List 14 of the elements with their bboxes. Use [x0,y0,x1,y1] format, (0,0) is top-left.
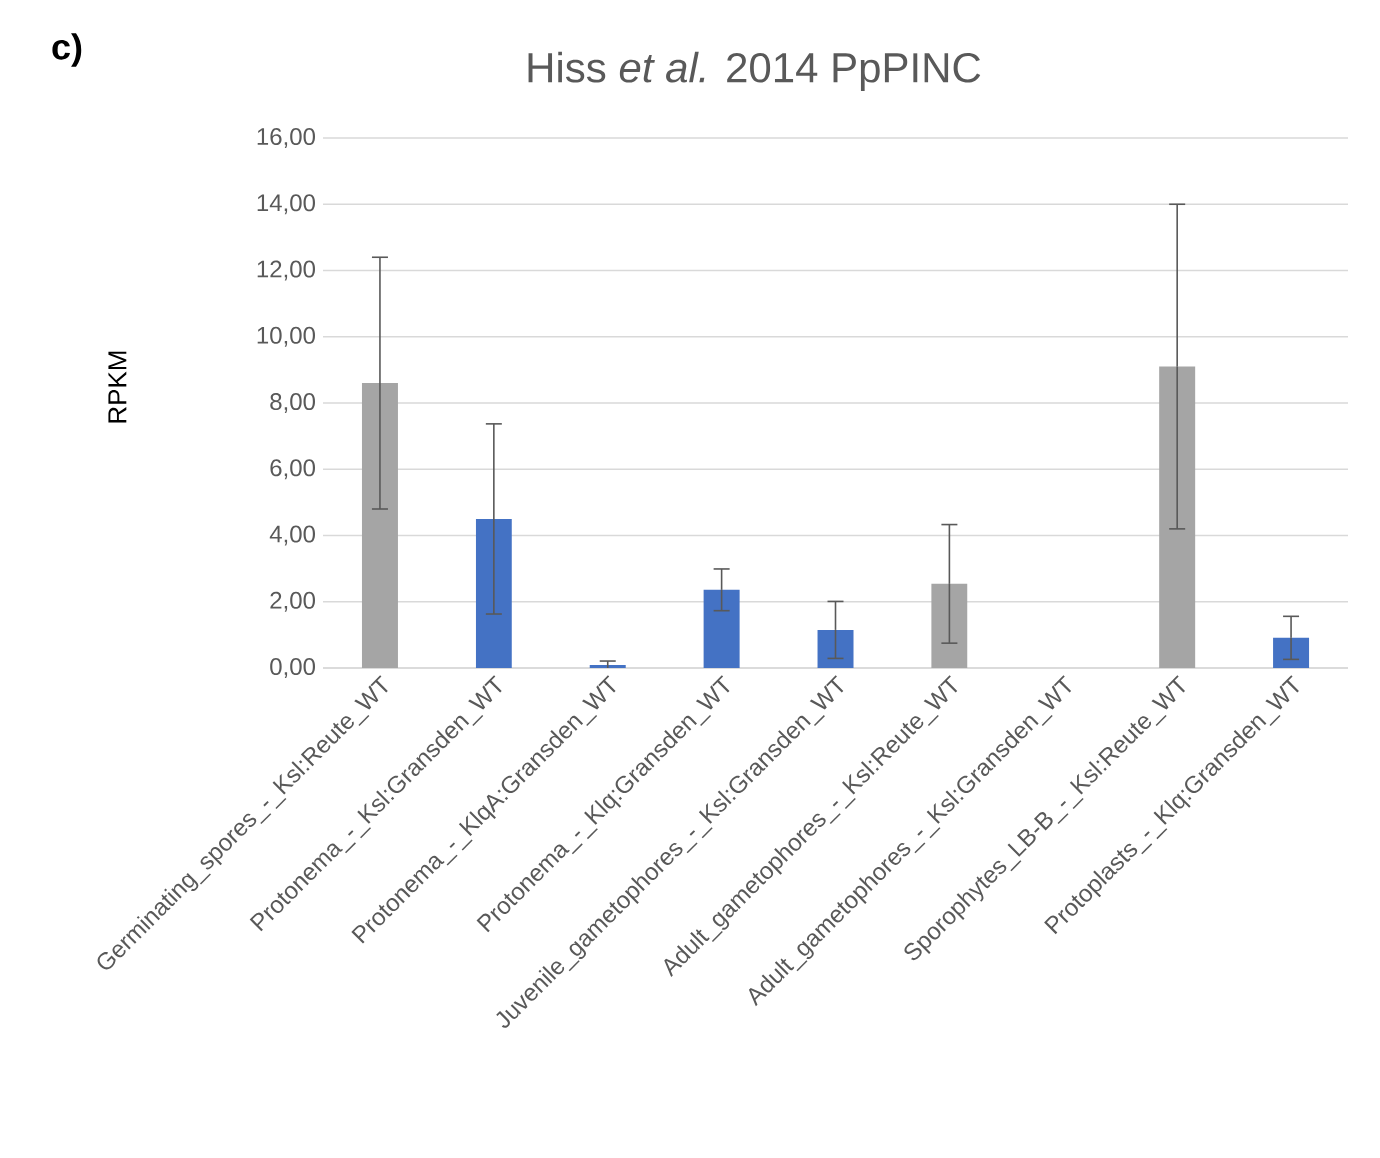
bar [589,665,626,668]
bar [703,589,740,668]
y-tick-label: 14,00 [257,194,316,215]
bar [361,383,398,668]
y-tick-label: 8,00 [270,393,316,413]
y-tick-label: 12,00 [257,260,316,281]
y-tick-label: 4,00 [269,525,316,546]
y-axis-title: RPKM [108,351,127,423]
chart-title: Hiss et al. 2014 PpPINC [528,51,981,91]
y-tick-label: 6,00 [270,459,316,480]
y-tick-label: 2,00 [270,591,316,612]
y-tick-label: 10,00 [257,326,316,347]
text: c) [52,33,82,67]
y-tick-label: 16,00 [257,128,316,148]
